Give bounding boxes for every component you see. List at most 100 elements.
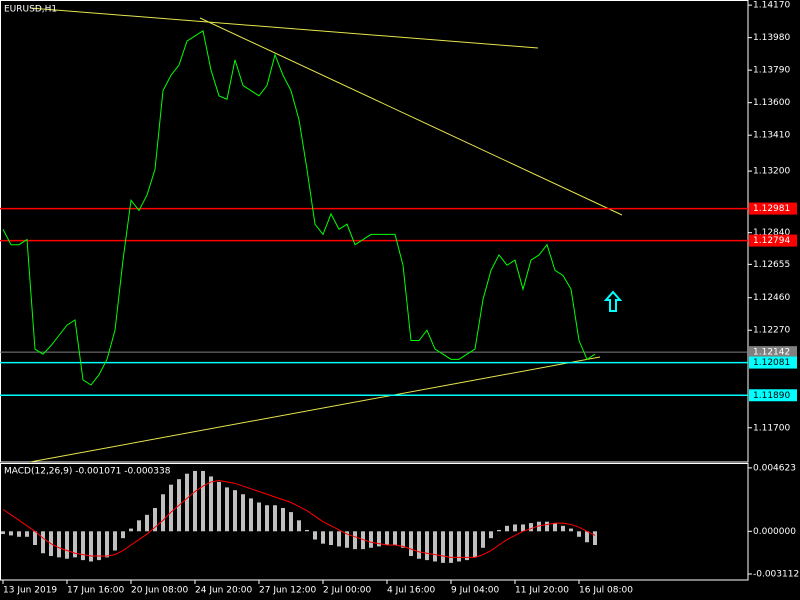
macd-bar: [417, 531, 421, 559]
buy-arrow: [603, 290, 623, 312]
y-tick-label: 1.12460: [753, 293, 790, 303]
macd-bar: [201, 470, 205, 532]
y-tick-label: -0.003112: [753, 569, 799, 579]
macd-bar: [89, 531, 93, 562]
trendline: [29, 356, 601, 463]
y-tick-label: 1.11700: [753, 423, 790, 433]
macd-bar: [161, 494, 165, 532]
macd-bar: [545, 521, 549, 532]
macd-bar: [425, 531, 429, 561]
macd-title: MACD(12,26,9) -0.001071 -0.000338: [4, 467, 171, 477]
macd-bar: [81, 531, 85, 561]
macd-bar: [577, 531, 581, 537]
macd-bar: [321, 531, 325, 544]
level-label-box: [749, 389, 797, 402]
x-tick-label: 4 Jul 16:00: [387, 586, 436, 596]
macd-bar: [97, 531, 101, 561]
macd-bar: [185, 473, 189, 532]
x-tick-label: 2 Jul 00:00: [323, 586, 372, 596]
macd-bar: [41, 531, 45, 554]
level-label: 1.12142: [753, 348, 790, 358]
macd-bar: [145, 514, 149, 532]
macd-bar: [153, 507, 157, 532]
y-tick-label: 1.13410: [753, 131, 790, 141]
macd-bar: [273, 505, 277, 532]
level-label: 1.12081: [753, 358, 790, 368]
macd-bar: [465, 531, 469, 561]
chart-title: EURUSD,H1: [4, 5, 57, 15]
trendlines: [29, 7, 623, 463]
macd-bar: [241, 494, 245, 532]
macd-bar: [105, 531, 109, 558]
level-label-box: [749, 202, 797, 215]
macd-bar: [553, 523, 557, 532]
macd-bar: [385, 531, 389, 546]
signal-line: [2, 480, 596, 558]
macd-bar: [457, 531, 461, 562]
level-label: 1.12981: [753, 204, 790, 214]
price-line: [2, 29, 596, 386]
macd-bar: [353, 531, 357, 550]
y-tick-label: 1.13200: [753, 167, 790, 177]
macd-bar: [449, 531, 453, 563]
y-tick-label: 1.13980: [753, 33, 790, 43]
macd-bar: [1, 531, 5, 535]
macd-bar: [393, 531, 397, 546]
y-tick-label: 1.12270: [753, 326, 790, 336]
macd-bar: [193, 470, 197, 532]
x-tick-label: 9 Jul 04:00: [451, 586, 500, 596]
macd-bar: [489, 531, 493, 539]
price-frame: [0, 0, 749, 463]
macd-bar: [9, 531, 13, 536]
y-tick-label: 1.12840: [753, 228, 790, 238]
macd-bar: [377, 531, 381, 547]
macd-bar: [73, 531, 77, 558]
macd-bar: [513, 524, 517, 532]
x-tick-label: 16 Jul 08:00: [579, 586, 633, 596]
x-tick-label: 27 Jun 12:00: [259, 586, 316, 596]
y-tick-label: 0.000000: [753, 527, 796, 537]
macd-bar: [297, 520, 301, 532]
macd-bar: [265, 505, 269, 532]
level-label-box: [749, 234, 797, 247]
macd-bar: [369, 531, 373, 548]
macd-bar: [57, 531, 61, 558]
level-label: 1.12794: [753, 236, 790, 246]
macd-bar: [361, 531, 365, 550]
macd-bar: [217, 481, 221, 532]
macd-bar: [561, 525, 565, 532]
macd-bar: [345, 531, 349, 548]
macd-bar: [209, 476, 213, 532]
macd-bar: [129, 528, 133, 532]
macd-bar: [329, 531, 333, 546]
x-tick-label: 24 Jun 20:00: [195, 586, 252, 596]
macd-bar: [25, 531, 29, 537]
x-tick-label: 17 Jun 16:00: [67, 586, 124, 596]
macd-bar: [65, 531, 69, 559]
trendline: [29, 7, 539, 49]
macd-bar: [289, 512, 293, 532]
macd-bar: [585, 531, 589, 543]
macd-frame: [0, 463, 749, 581]
macd-bar: [233, 490, 237, 532]
macd-bar: [257, 502, 261, 532]
y-tick-label: 0.004623: [753, 463, 796, 473]
macd-bar: [537, 521, 541, 532]
macd-bar: [473, 531, 477, 558]
y-tick-label: 1.13790: [753, 66, 790, 76]
macd-bar: [401, 531, 405, 548]
macd-bar: [497, 529, 501, 532]
macd-bar: [225, 487, 229, 532]
macd-bar: [121, 531, 125, 539]
macd-bar: [433, 531, 437, 562]
macd-bar: [505, 525, 509, 532]
macd-bar: [281, 507, 285, 532]
y-tick-label: 1.14170: [753, 1, 790, 11]
macd-bar: [521, 524, 525, 532]
level-label-box: [749, 356, 797, 369]
x-tick-label: 20 Jun 08:00: [131, 586, 188, 596]
macd-bar: [313, 531, 317, 540]
